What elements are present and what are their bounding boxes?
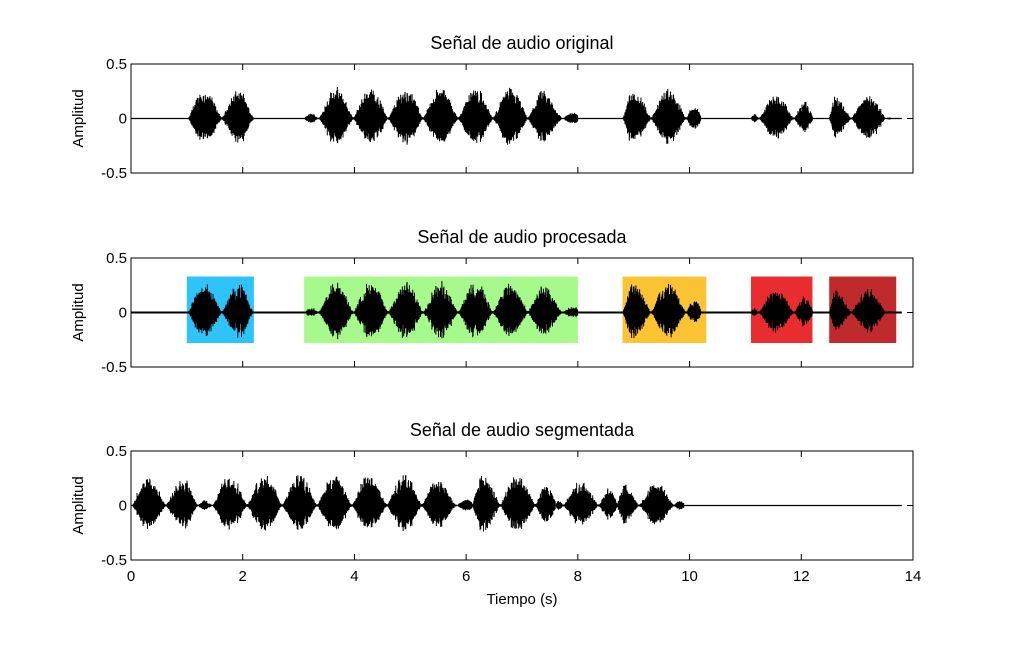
waveform-segment-3 (622, 88, 702, 144)
y-axis-label: Amplitud (70, 89, 87, 147)
y-tick-label: -0.5 (101, 165, 127, 182)
panel-2: 0.5 0 -0.5 Señal de audio procesada Amplitud (70, 227, 914, 376)
x-tick-label: 14 (905, 568, 922, 585)
waveform-segment-5 (829, 289, 892, 333)
waveform-segment-1 (186, 284, 255, 338)
waveform-segment-5 (616, 484, 685, 525)
waveform-segment-4 (555, 482, 618, 525)
waveform-segment-2 (303, 281, 579, 340)
panel-title: Señal de audio segmentada (410, 420, 635, 440)
panel-1: 0.5 0 -0.5 Señal de audio original Amplitud (70, 33, 914, 182)
x-tick-label: 0 (127, 568, 135, 585)
waveform-segment-1 (186, 91, 255, 143)
y-tick-label: 0.5 (106, 56, 127, 73)
y-tick-label: 0.5 (106, 250, 127, 267)
waveform-segment-1 (130, 478, 199, 529)
y-tick-label: 0 (119, 498, 127, 515)
panel-title: Señal de audio original (430, 33, 613, 53)
x-tick-label: 6 (462, 568, 470, 585)
x-tick-label: 4 (350, 568, 358, 585)
waveform-segment-2 (197, 474, 473, 531)
y-axis-label: Amplitud (70, 476, 87, 534)
y-tick-label: 0.5 (106, 443, 127, 460)
x-tick-label: 8 (574, 568, 582, 585)
waveform-segment-4 (750, 292, 813, 333)
y-axis-label: Amplitud (70, 283, 87, 341)
x-tick-label: 2 (239, 568, 247, 585)
y-tick-label: 0 (119, 305, 127, 322)
y-tick-label: -0.5 (101, 359, 127, 376)
waveform-segment-3 (471, 475, 556, 532)
waveform-segment-2 (303, 86, 579, 145)
panel-title: Señal de audio procesada (417, 227, 627, 247)
x-axis-label: Tiempo (s) (486, 591, 557, 608)
y-tick-label: 0 (119, 111, 127, 128)
waveform-segment-5 (829, 96, 892, 138)
x-tick-label: 10 (681, 568, 698, 585)
y-tick-label: -0.5 (101, 552, 127, 569)
waveform-segment-4 (750, 96, 813, 139)
x-tick-label: 12 (793, 568, 810, 585)
waveform-segment-3 (622, 283, 702, 339)
